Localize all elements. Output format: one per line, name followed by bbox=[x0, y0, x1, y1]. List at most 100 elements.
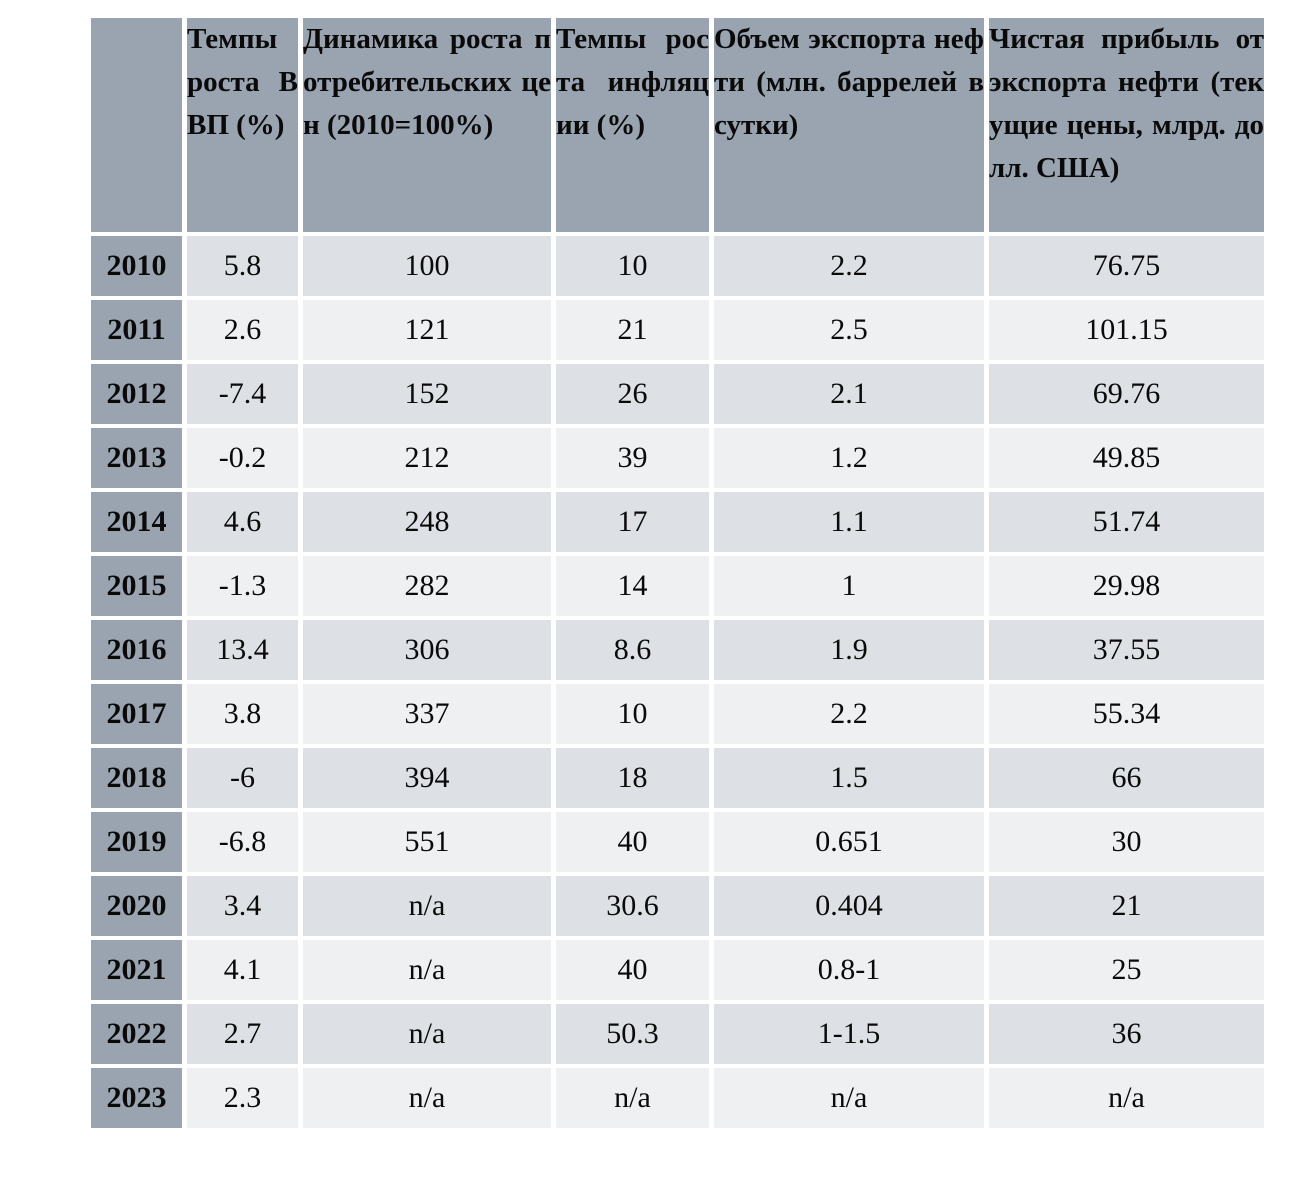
data-cell: 121 bbox=[298, 296, 556, 364]
data-cell: 5.8 bbox=[182, 232, 303, 300]
table-row: 2010 5.8 100 10 2.2 76.75 bbox=[86, 232, 1269, 300]
year-cell: 2020 bbox=[86, 872, 187, 940]
data-cell: 101.15 bbox=[984, 296, 1269, 364]
data-cell: 36 bbox=[984, 1000, 1269, 1068]
year-cell: 2013 bbox=[86, 424, 187, 492]
header-row: Темпы роста ВВП (%) Динамика роста потре… bbox=[86, 14, 1269, 236]
data-cell: 69.76 bbox=[984, 360, 1269, 428]
data-cell: 1.2 bbox=[709, 424, 989, 492]
year-cell: 2012 bbox=[86, 360, 187, 428]
data-cell: 26 bbox=[551, 360, 714, 428]
table-row: 2018 -6 394 18 1.5 66 bbox=[86, 744, 1269, 812]
data-cell: 100 bbox=[298, 232, 556, 300]
table-row: 2013 -0.2 212 39 1.2 49.85 bbox=[86, 424, 1269, 492]
data-cell: 3.8 bbox=[182, 680, 303, 748]
data-cell: 337 bbox=[298, 680, 556, 748]
data-cell: 2.5 bbox=[709, 296, 989, 364]
data-cell: 4.1 bbox=[182, 936, 303, 1004]
table-row: 2020 3.4 n/a 30.6 0.404 21 bbox=[86, 872, 1269, 940]
table-row: 2023 2.3 n/a n/a n/a n/a bbox=[86, 1064, 1269, 1132]
year-cell: 2014 bbox=[86, 488, 187, 556]
year-cell: 2023 bbox=[86, 1064, 187, 1132]
data-cell: 25 bbox=[984, 936, 1269, 1004]
data-cell: -7.4 bbox=[182, 360, 303, 428]
year-cell: 2021 bbox=[86, 936, 187, 1004]
data-cell: 10 bbox=[551, 680, 714, 748]
data-cell: 2.1 bbox=[709, 360, 989, 428]
table-row: 2011 2.6 121 21 2.5 101.15 bbox=[86, 296, 1269, 364]
data-cell: 40 bbox=[551, 808, 714, 876]
data-cell: 30.6 bbox=[551, 872, 714, 940]
data-cell: 2.2 bbox=[709, 232, 989, 300]
data-cell: 394 bbox=[298, 744, 556, 812]
year-cell: 2011 bbox=[86, 296, 187, 364]
data-cell: 1.5 bbox=[709, 744, 989, 812]
year-cell: 2016 bbox=[86, 616, 187, 684]
table-row: 2015 -1.3 282 14 1 29.98 bbox=[86, 552, 1269, 620]
table-row: 2019 -6.8 551 40 0.651 30 bbox=[86, 808, 1269, 876]
data-cell: 39 bbox=[551, 424, 714, 492]
data-cell: 14 bbox=[551, 552, 714, 620]
data-cell: 17 bbox=[551, 488, 714, 556]
data-cell: 18 bbox=[551, 744, 714, 812]
table-row: 2012 -7.4 152 26 2.1 69.76 bbox=[86, 360, 1269, 428]
data-cell: 1-1.5 bbox=[709, 1000, 989, 1068]
data-cell: 1 bbox=[709, 552, 989, 620]
table-row: 2021 4.1 n/a 40 0.8-1 25 bbox=[86, 936, 1269, 1004]
data-cell: 40 bbox=[551, 936, 714, 1004]
data-cell: 306 bbox=[298, 616, 556, 684]
data-cell: 0.651 bbox=[709, 808, 989, 876]
data-cell: -1.3 bbox=[182, 552, 303, 620]
data-cell: n/a bbox=[298, 872, 556, 940]
column-header-gdp-growth: Темпы роста ВВП (%) bbox=[182, 14, 303, 236]
table-body: 2010 5.8 100 10 2.2 76.75 2011 2.6 121 21 2.5 101.1… bbox=[86, 232, 1269, 1132]
data-cell: 50.3 bbox=[551, 1000, 714, 1068]
column-header-inflation: Темпы роста инфляции (%) bbox=[551, 14, 714, 236]
data-cell: n/a bbox=[709, 1064, 989, 1132]
data-cell: n/a bbox=[298, 936, 556, 1004]
data-cell: 51.74 bbox=[984, 488, 1269, 556]
column-header-consumer-prices: Динамика роста потребительских цен (2010… bbox=[298, 14, 556, 236]
column-header-oil-export-profit: Чистая прибыль от экспорта нефти (текущи… bbox=[984, 14, 1269, 236]
data-cell: n/a bbox=[298, 1000, 556, 1068]
data-cell: 0.8-1 bbox=[709, 936, 989, 1004]
table-row: 2017 3.8 337 10 2.2 55.34 bbox=[86, 680, 1269, 748]
data-cell: n/a bbox=[298, 1064, 556, 1132]
data-cell: 248 bbox=[298, 488, 556, 556]
data-cell: 2.7 bbox=[182, 1000, 303, 1068]
corner-cell bbox=[86, 14, 187, 236]
data-cell: 37.55 bbox=[984, 616, 1269, 684]
data-cell: 21 bbox=[551, 296, 714, 364]
table-row: 2022 2.7 n/a 50.3 1-1.5 36 bbox=[86, 1000, 1269, 1068]
year-cell: 2015 bbox=[86, 552, 187, 620]
year-cell: 2019 bbox=[86, 808, 187, 876]
data-cell: 2.2 bbox=[709, 680, 989, 748]
data-cell: 66 bbox=[984, 744, 1269, 812]
data-cell: 21 bbox=[984, 872, 1269, 940]
data-cell: 49.85 bbox=[984, 424, 1269, 492]
data-cell: -6 bbox=[182, 744, 303, 812]
data-cell: n/a bbox=[984, 1064, 1269, 1132]
data-cell: 4.6 bbox=[182, 488, 303, 556]
data-cell: 152 bbox=[298, 360, 556, 428]
data-cell: -6.8 bbox=[182, 808, 303, 876]
data-cell: 282 bbox=[298, 552, 556, 620]
data-cell: 1.1 bbox=[709, 488, 989, 556]
data-cell: 0.404 bbox=[709, 872, 989, 940]
year-cell: 2017 bbox=[86, 680, 187, 748]
data-cell: 2.6 bbox=[182, 296, 303, 364]
data-cell: -0.2 bbox=[182, 424, 303, 492]
year-cell: 2022 bbox=[86, 1000, 187, 1068]
data-cell: 212 bbox=[298, 424, 556, 492]
data-cell: n/a bbox=[551, 1064, 714, 1132]
year-cell: 2018 bbox=[86, 744, 187, 812]
data-cell: 10 bbox=[551, 232, 714, 300]
table-row: 2014 4.6 248 17 1.1 51.74 bbox=[86, 488, 1269, 556]
data-cell: 13.4 bbox=[182, 616, 303, 684]
data-cell: 76.75 bbox=[984, 232, 1269, 300]
data-cell: 3.4 bbox=[182, 872, 303, 940]
data-cell: 1.9 bbox=[709, 616, 989, 684]
data-cell: 2.3 bbox=[182, 1064, 303, 1132]
data-cell: 30 bbox=[984, 808, 1269, 876]
data-cell: 551 bbox=[298, 808, 556, 876]
